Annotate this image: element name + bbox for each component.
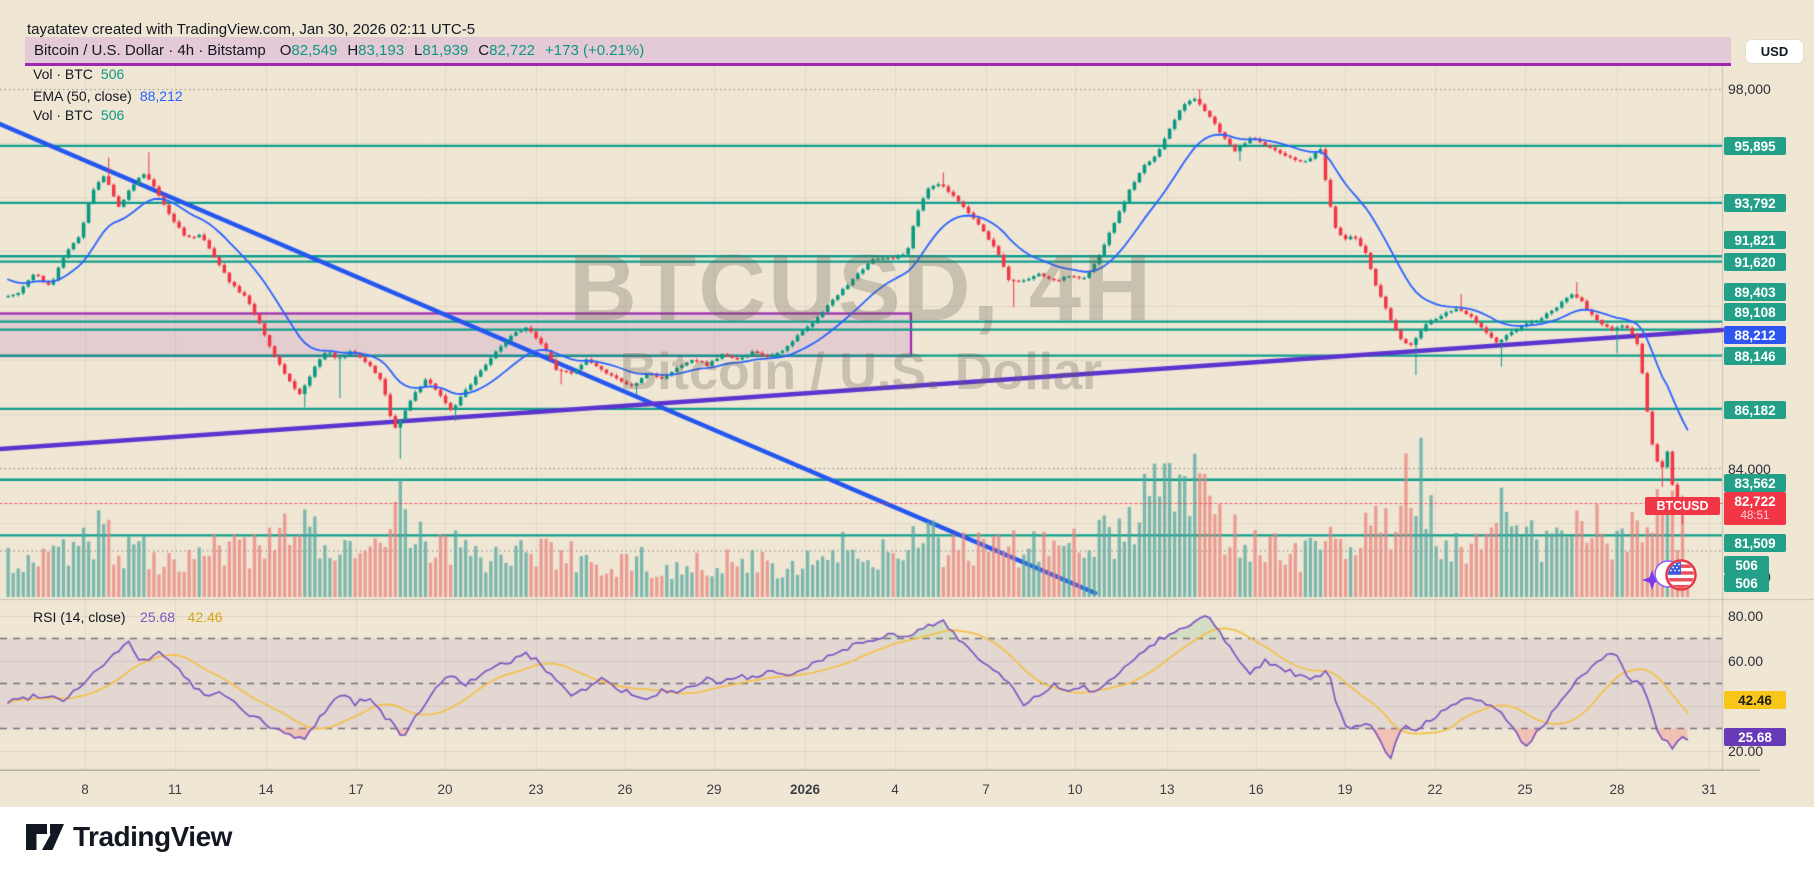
time-axis-label: 14 [258,782,274,797]
time-axis-label: 28 [1609,782,1625,797]
time-axis-label: 13 [1159,782,1175,797]
price-level-label: 91,620 [1724,253,1786,271]
time-axis-label: 20 [437,782,453,797]
time-axis-label: 26 [617,782,633,797]
price-level-label: 88,146 [1724,347,1786,365]
volume-value-label: 506 [1724,556,1769,574]
price-level-label: 95,895 [1724,137,1786,155]
tradingview-logo[interactable]: TradingView [25,820,232,854]
rsi-axis-tick: 20.00 [1728,743,1764,759]
indicator-legend-volume-2[interactable]: Vol · BTC 506 [33,107,125,123]
price-level-label: 81,509 [1724,534,1786,552]
price-level-label: 91,821 [1724,231,1786,249]
time-axis-label: 25 [1517,782,1533,797]
rsi-ma-label: 42.46 [1724,691,1786,709]
price-axis-tick: 84,000 [1728,461,1771,477]
symbol-title[interactable]: Bitcoin / U.S. Dollar · 4h · Bitstamp [34,41,266,59]
rsi-axis-tick: 80.00 [1728,608,1764,624]
price-level-label: 83,562 [1724,474,1786,492]
chart-region: tayatatev created with TradingView.com, … [0,0,1814,807]
footer: TradingView [0,807,1814,883]
time-axis-label: 2026 [789,782,821,797]
time-axis-label: 19 [1337,782,1353,797]
time-axis[interactable]: 8 11 14 17 20 23 26 29 2026 4 7 10 13 16 19 22 25 28 31 [0,770,1760,808]
ohlc-high: H83,193 [347,41,405,59]
bar-countdown: 48:51 [1740,509,1770,522]
time-axis-label: 29 [706,782,722,797]
ohlc-open: O82,549 [279,41,338,59]
time-axis-label: 10 [1067,782,1083,797]
tradingview-logo-text: TradingView [73,821,232,852]
indicator-legend-volume-1[interactable]: Vol · BTC 506 [33,66,125,82]
attribution-text: tayatatev created with TradingView.com, … [27,21,476,38]
price-level-label: 89,403 [1724,283,1786,301]
time-axis-label: 23 [528,782,544,797]
price-level-label: 86,182 [1724,401,1786,419]
time-axis-label: 17 [348,782,364,797]
time-axis-label: 7 [982,782,990,797]
currency-toggle-button[interactable]: USD [1746,40,1803,63]
price-axis-tick: 98,000 [1728,81,1771,97]
price-change: +173 (+0.21%) [545,41,645,59]
indicator-legend-ema[interactable]: EMA (50, close) 88,212 [33,88,183,104]
price-chart-canvas[interactable] [0,0,1814,807]
time-axis-label: 11 [167,782,183,797]
time-axis-label: 22 [1427,782,1443,797]
price-level-label: 89,108 [1724,303,1786,321]
rsi-axis-tick: 60.00 [1728,653,1764,669]
time-axis-label: 4 [891,782,899,797]
ohlc-close: C82,722 [478,41,536,59]
rsi-value-label: 25.68 [1724,728,1786,746]
time-axis-label: 31 [1701,782,1717,797]
price-level-label: 93,792 [1724,194,1786,212]
ohlc-low: L81,939 [414,41,469,59]
last-price-label: 82,722 48:51 [1724,492,1786,525]
ema-value-label: 88,212 [1724,326,1786,344]
time-axis-label: 16 [1248,782,1264,797]
volume-value-label: 506 [1724,574,1769,592]
tradingview-logo-icon [26,824,64,850]
rsi-legend[interactable]: RSI (14, close) 25.68 42.46 [33,609,223,625]
time-axis-label: 8 [81,782,89,797]
last-price-symbol-tag: BTCUSD [1645,497,1720,515]
symbol-header-bar[interactable]: Bitcoin / U.S. Dollar · 4h · Bitstamp O8… [25,37,1731,66]
